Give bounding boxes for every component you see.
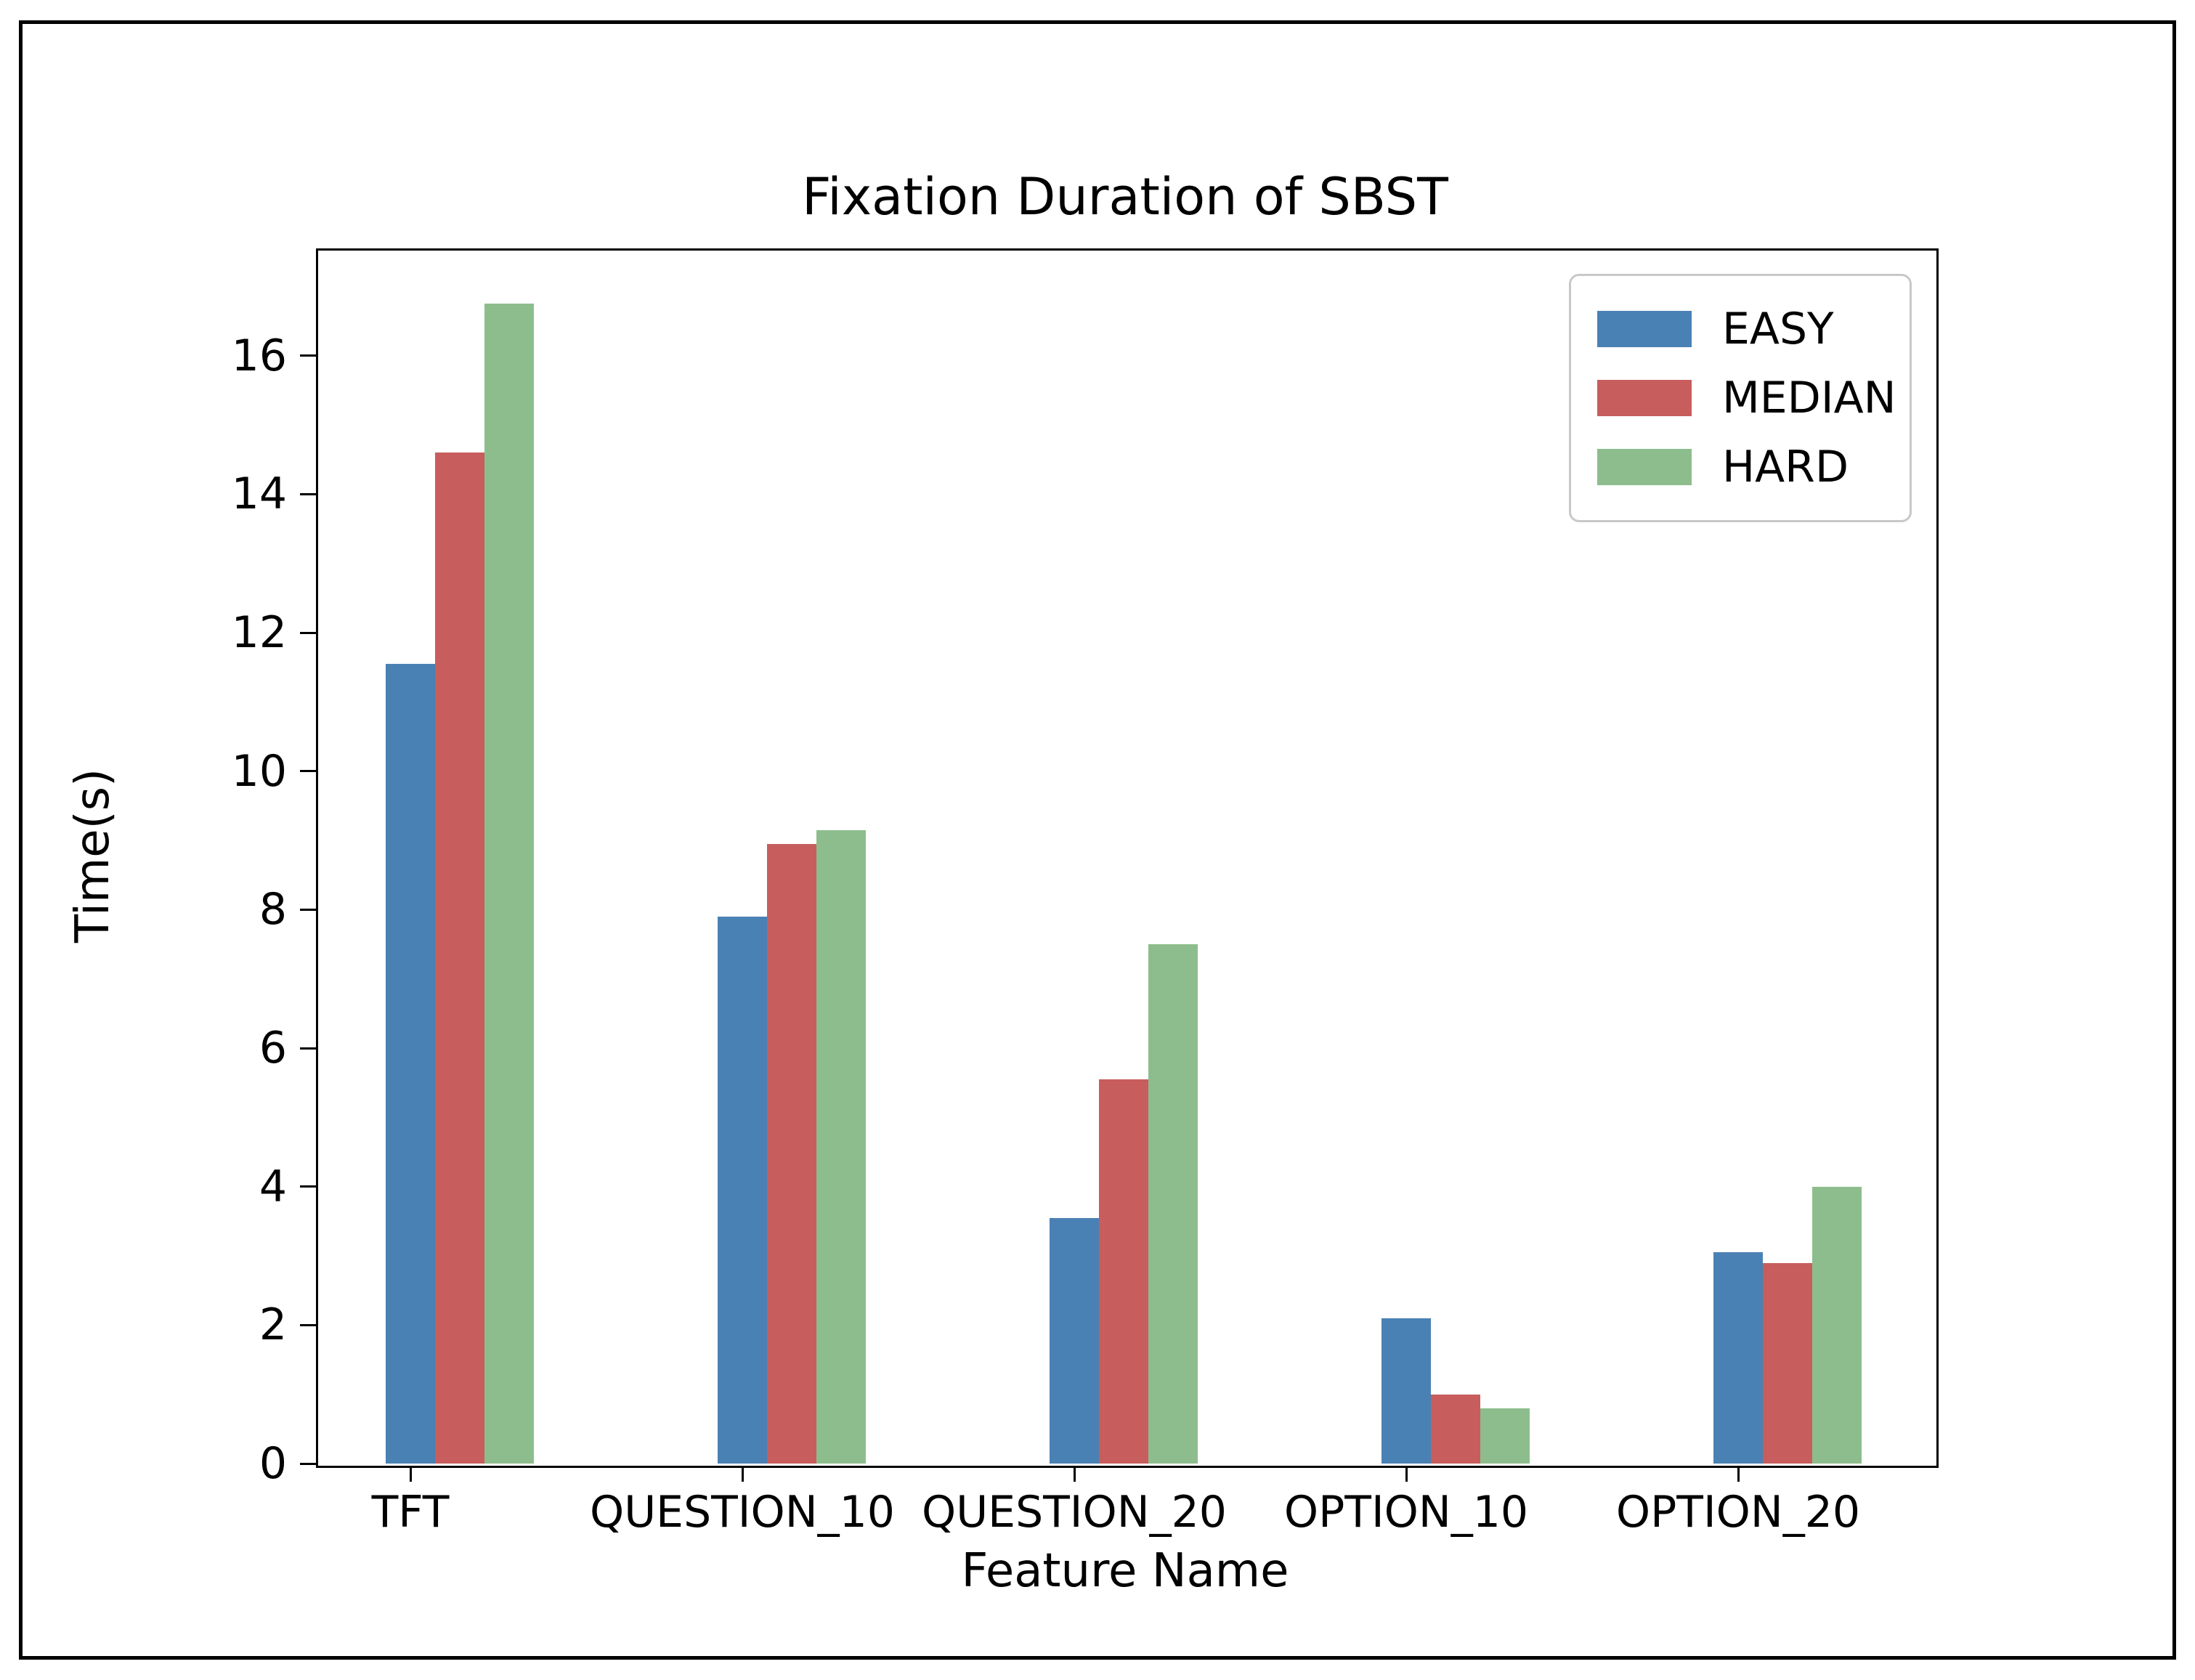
- y-tick-mark: [300, 631, 316, 634]
- bar-median-question_10: [767, 843, 816, 1464]
- x-tick-label: TFT: [371, 1487, 450, 1538]
- legend-item-hard: HARD: [1597, 445, 1910, 489]
- bar-easy-question_20: [1050, 1217, 1099, 1464]
- y-axis-label: Time(s): [66, 768, 120, 943]
- bar-easy-question_10: [718, 916, 767, 1464]
- bar-hard-tft: [484, 304, 534, 1464]
- y-tick-mark: [300, 1047, 316, 1050]
- y-tick-mark: [300, 770, 316, 773]
- y-tick-label: 12: [231, 607, 287, 659]
- y-tick-mark: [300, 354, 316, 357]
- x-tick-mark: [1073, 1466, 1076, 1482]
- y-tick-label: 2: [259, 1299, 287, 1351]
- bar-easy-option_10: [1381, 1318, 1431, 1464]
- x-tick-mark: [1405, 1466, 1408, 1482]
- legend-swatch-median: [1597, 380, 1692, 416]
- bar-median-question_20: [1099, 1079, 1148, 1464]
- bar-hard-option_10: [1480, 1408, 1530, 1464]
- y-tick-label: 6: [259, 1023, 287, 1074]
- bar-easy-option_20: [1713, 1252, 1763, 1464]
- y-tick-label: 4: [259, 1161, 287, 1212]
- x-tick-mark: [1737, 1466, 1740, 1482]
- x-tick-label: OPTION_10: [1283, 1487, 1529, 1538]
- bar-hard-question_10: [816, 829, 866, 1464]
- x-tick-mark: [741, 1466, 744, 1482]
- bar-hard-option_20: [1812, 1186, 1862, 1464]
- y-tick-label: 16: [231, 330, 287, 381]
- y-tick-mark: [300, 1323, 316, 1326]
- legend-label: EASY: [1722, 304, 1834, 354]
- y-tick-mark: [300, 1185, 316, 1188]
- y-tick-label: 8: [259, 884, 287, 936]
- bar-hard-question_20: [1148, 944, 1198, 1464]
- figure-border: [19, 20, 2176, 1660]
- x-axis-label: Feature Name: [961, 1544, 1289, 1598]
- bar-median-option_20: [1763, 1262, 1812, 1464]
- bar-median-option_10: [1431, 1394, 1480, 1464]
- legend-label: MEDIAN: [1722, 373, 1896, 423]
- x-tick-label: OPTION_20: [1615, 1487, 1861, 1538]
- legend-label: HARD: [1722, 442, 1849, 492]
- chart-title: Fixation Duration of SBST: [802, 167, 1448, 227]
- legend: EASY MEDIAN HARD: [1569, 274, 1912, 522]
- legend-item-median: MEDIAN: [1597, 376, 1910, 420]
- bar-median-tft: [435, 453, 484, 1464]
- y-tick-mark: [300, 492, 316, 495]
- x-tick-mark: [409, 1466, 412, 1482]
- y-tick-label: 0: [259, 1438, 287, 1489]
- legend-swatch-hard: [1597, 449, 1692, 485]
- legend-item-easy: EASY: [1597, 307, 1910, 351]
- y-tick-label: 14: [231, 468, 287, 520]
- x-tick-label: QUESTION_10: [590, 1487, 895, 1538]
- x-tick-label: QUESTION_20: [922, 1487, 1227, 1538]
- y-tick-label: 10: [231, 745, 287, 797]
- legend-swatch-easy: [1597, 311, 1692, 347]
- y-tick-mark: [300, 908, 316, 911]
- y-tick-mark: [300, 1462, 316, 1465]
- bar-easy-tft: [386, 663, 435, 1464]
